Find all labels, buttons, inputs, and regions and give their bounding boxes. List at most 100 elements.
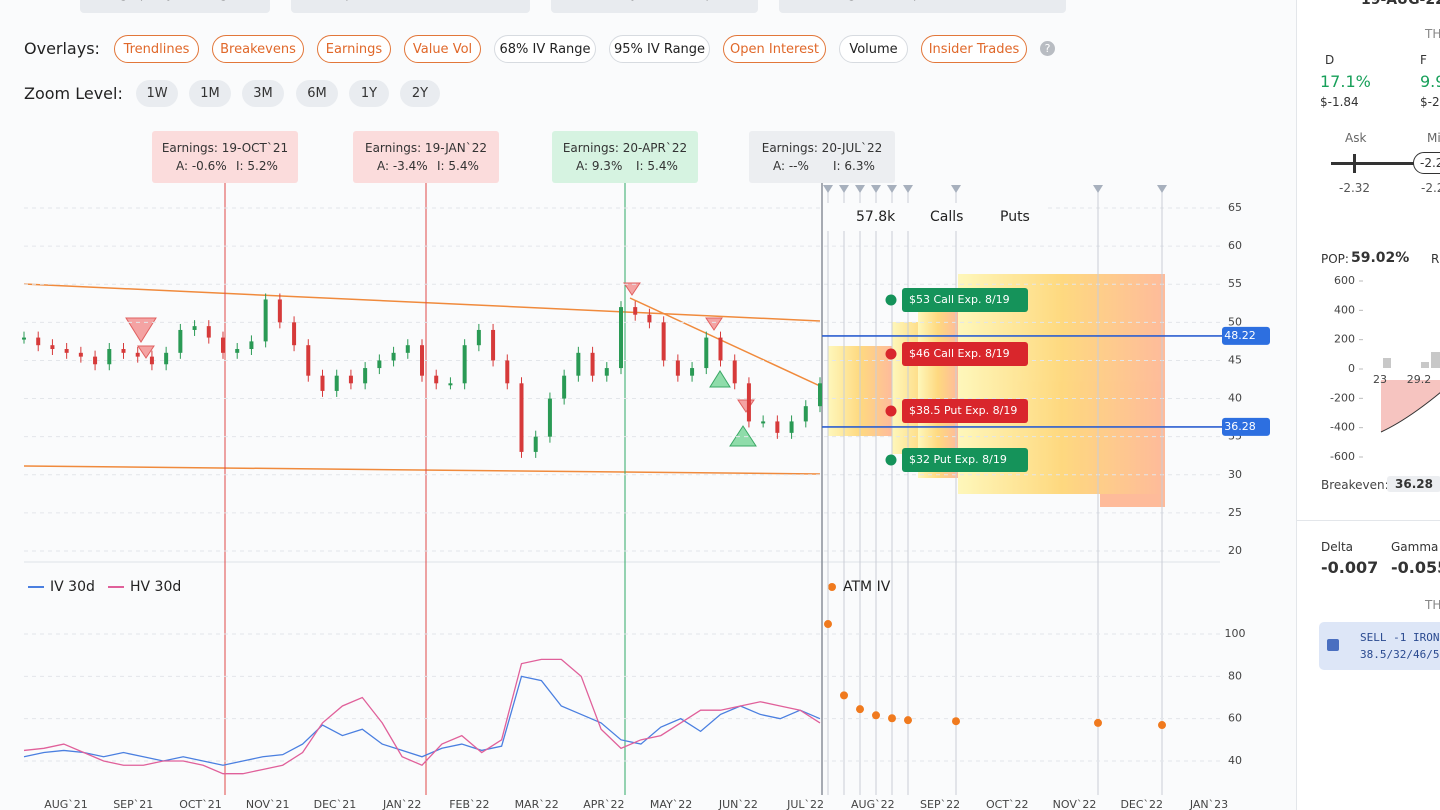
candle: [448, 383, 453, 386]
prob-bar: [1431, 352, 1440, 368]
x-tick-label: JAN`23: [1189, 798, 1228, 810]
zoom-button[interactable]: 1M: [189, 80, 231, 107]
candle: [434, 375, 439, 384]
earnings-actual: A: -3.4%: [377, 159, 428, 173]
x-tick-label: JUL`22: [786, 798, 824, 810]
legend-bg: [824, 203, 1046, 231]
overlay-button[interactable]: Trendlines: [114, 35, 199, 63]
leg-dot: [885, 348, 897, 360]
candle: [718, 337, 723, 361]
zoom-button[interactable]: 6M: [296, 80, 338, 107]
leg-dot: [885, 454, 897, 466]
insider-buy: [709, 370, 757, 447]
candle: [348, 375, 353, 384]
overlay-button[interactable]: Volume: [839, 35, 908, 63]
copy-icon[interactable]: [1327, 639, 1339, 651]
x-tick-label: SEP`22: [920, 798, 960, 810]
breakeven-tag: [1222, 417, 1270, 436]
y-tick-label: 100: [1225, 627, 1246, 640]
candle: [334, 375, 339, 391]
candle: [476, 329, 481, 346]
expiration-marker: [823, 185, 833, 193]
earnings-actual: A: -0.6%: [176, 159, 227, 173]
leg-tag: [902, 448, 1028, 472]
candle: [50, 345, 55, 350]
zoom-button[interactable]: 1Y: [349, 80, 389, 107]
breakeven-label: Breakeven:: [1321, 478, 1389, 492]
atm-swatch: [828, 583, 836, 591]
trendline: [23, 465, 821, 475]
candle: [675, 360, 680, 376]
candle: [604, 368, 609, 376]
trade-line: 38.5/32/46/5: [1360, 648, 1440, 661]
hint: change their expiration and strike.: [779, 0, 1066, 13]
y-tick-label: 60: [1228, 239, 1242, 252]
candle: [732, 360, 737, 384]
section-title: TH: [1425, 598, 1440, 612]
overlay-button[interactable]: Open Interest: [723, 35, 826, 63]
x-tick-label: 23: [1373, 373, 1387, 386]
candle: [491, 329, 496, 361]
atm-iv-dot: [952, 717, 960, 726]
candle: [775, 421, 780, 433]
atm-iv-dot: [824, 620, 832, 629]
trade-box[interactable]: SELL -1 IRON 38.5/32/46/5: [1319, 622, 1440, 670]
divider: [1297, 520, 1440, 521]
overlay-button[interactable]: 95% IV Range: [609, 35, 710, 63]
x-tick-label: JAN`22: [382, 798, 421, 810]
slider-knob[interactable]: [1353, 154, 1356, 173]
breakeven-label: 36.28: [1224, 420, 1256, 433]
candle: [803, 406, 808, 422]
zoom-button[interactable]: 3M: [242, 80, 284, 107]
x-tick-label: NOV`22: [1053, 798, 1097, 810]
x-tick-label: JUN`22: [718, 798, 758, 810]
earnings-title: Earnings: 19-OCT`21: [161, 141, 289, 155]
zoom-button[interactable]: 1W: [136, 80, 178, 107]
candle: [363, 368, 368, 384]
trendline: [23, 283, 821, 322]
candle: [221, 337, 225, 353]
overlay-button[interactable]: Value Vol: [404, 35, 481, 63]
y-tick-label: 30: [1228, 468, 1242, 481]
candle: [405, 345, 410, 353]
help-icon[interactable]: ?: [1040, 41, 1055, 56]
insider-sell: [125, 282, 755, 413]
earnings-box: Earnings: 19-JAN`22 A: -3.4% I: 5.4%: [353, 131, 499, 183]
candle: [164, 352, 169, 365]
overlay-button[interactable]: Earnings: [317, 35, 391, 63]
candle: [235, 349, 240, 353]
overlay-button[interactable]: Insider Trades: [921, 35, 1027, 63]
candle: [462, 345, 467, 384]
candle: [746, 383, 751, 422]
zoom-button[interactable]: 2Y: [400, 80, 440, 107]
expiration-marker: [839, 185, 849, 193]
leg-label: $32 Put Exp. 8/19: [909, 453, 1007, 466]
expiration-marker: [855, 185, 865, 193]
candle: [533, 436, 538, 452]
slider-track: [1331, 162, 1440, 165]
legend-label: IV 30d: [50, 579, 95, 595]
candle: [121, 349, 126, 353]
legend-label: HV 30d: [130, 579, 181, 595]
leg-label: $53 Call Exp. 8/19: [909, 293, 1010, 306]
expiration-marker: [871, 185, 881, 193]
overlay-button[interactable]: 68% IV Range: [494, 35, 596, 63]
atm-iv-dot: [856, 705, 864, 714]
candle: [192, 326, 197, 330]
mid-bubble[interactable]: -2.2: [1413, 152, 1440, 174]
candle: [704, 337, 709, 369]
expiration-marker: [1093, 185, 1103, 193]
candle: [590, 352, 595, 376]
mid-value: -2.2: [1421, 181, 1440, 195]
earnings-box: Earnings: 20-APR`22 A: 9.3% I: 5.4%: [552, 131, 698, 183]
overlays-label: Overlays:: [24, 39, 100, 58]
pnl-line: [1380, 392, 1440, 433]
hint: sell/buy the call or put.: [551, 0, 758, 13]
hint: expiration to see more details.: [291, 0, 530, 13]
hint: graph by scrolling.: [80, 0, 270, 13]
stat-pct: 17.1%: [1320, 72, 1371, 91]
x-tick-label: DEC`21: [314, 798, 357, 810]
overlay-button[interactable]: Breakevens: [212, 35, 304, 63]
candle: [206, 326, 211, 338]
y-tick-label: 40: [1228, 754, 1242, 767]
